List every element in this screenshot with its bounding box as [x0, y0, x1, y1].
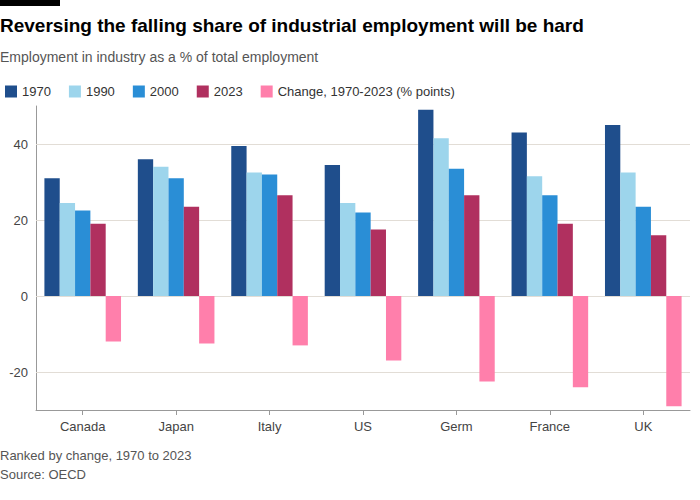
svg-text:40: 40 [14, 137, 28, 152]
svg-text:1970: 1970 [22, 84, 51, 99]
svg-text:UK: UK [634, 419, 652, 434]
svg-text:2000: 2000 [150, 84, 179, 99]
svg-text:Canada: Canada [60, 419, 106, 434]
svg-text:Source: OECD: Source: OECD [0, 467, 86, 482]
svg-text:1990: 1990 [86, 84, 115, 99]
svg-text:Employment in industry as a %: Employment in industry as a % of total e… [0, 49, 318, 65]
svg-text:Japan: Japan [158, 419, 193, 434]
svg-text:20: 20 [14, 213, 28, 228]
svg-text:Reversing the falling share of: Reversing the falling share of industria… [0, 15, 584, 36]
svg-text:Italy: Italy [258, 419, 282, 434]
svg-text:US: US [354, 419, 372, 434]
svg-text:Change, 1970-2023 (% points): Change, 1970-2023 (% points) [278, 84, 455, 99]
svg-text:2023: 2023 [214, 84, 243, 99]
svg-text:0: 0 [21, 289, 28, 304]
svg-text:-20: -20 [9, 365, 28, 380]
svg-text:Ranked by change, 1970 to 2023: Ranked by change, 1970 to 2023 [0, 448, 192, 463]
svg-text:Germ: Germ [440, 419, 473, 434]
svg-text:France: France [530, 419, 570, 434]
